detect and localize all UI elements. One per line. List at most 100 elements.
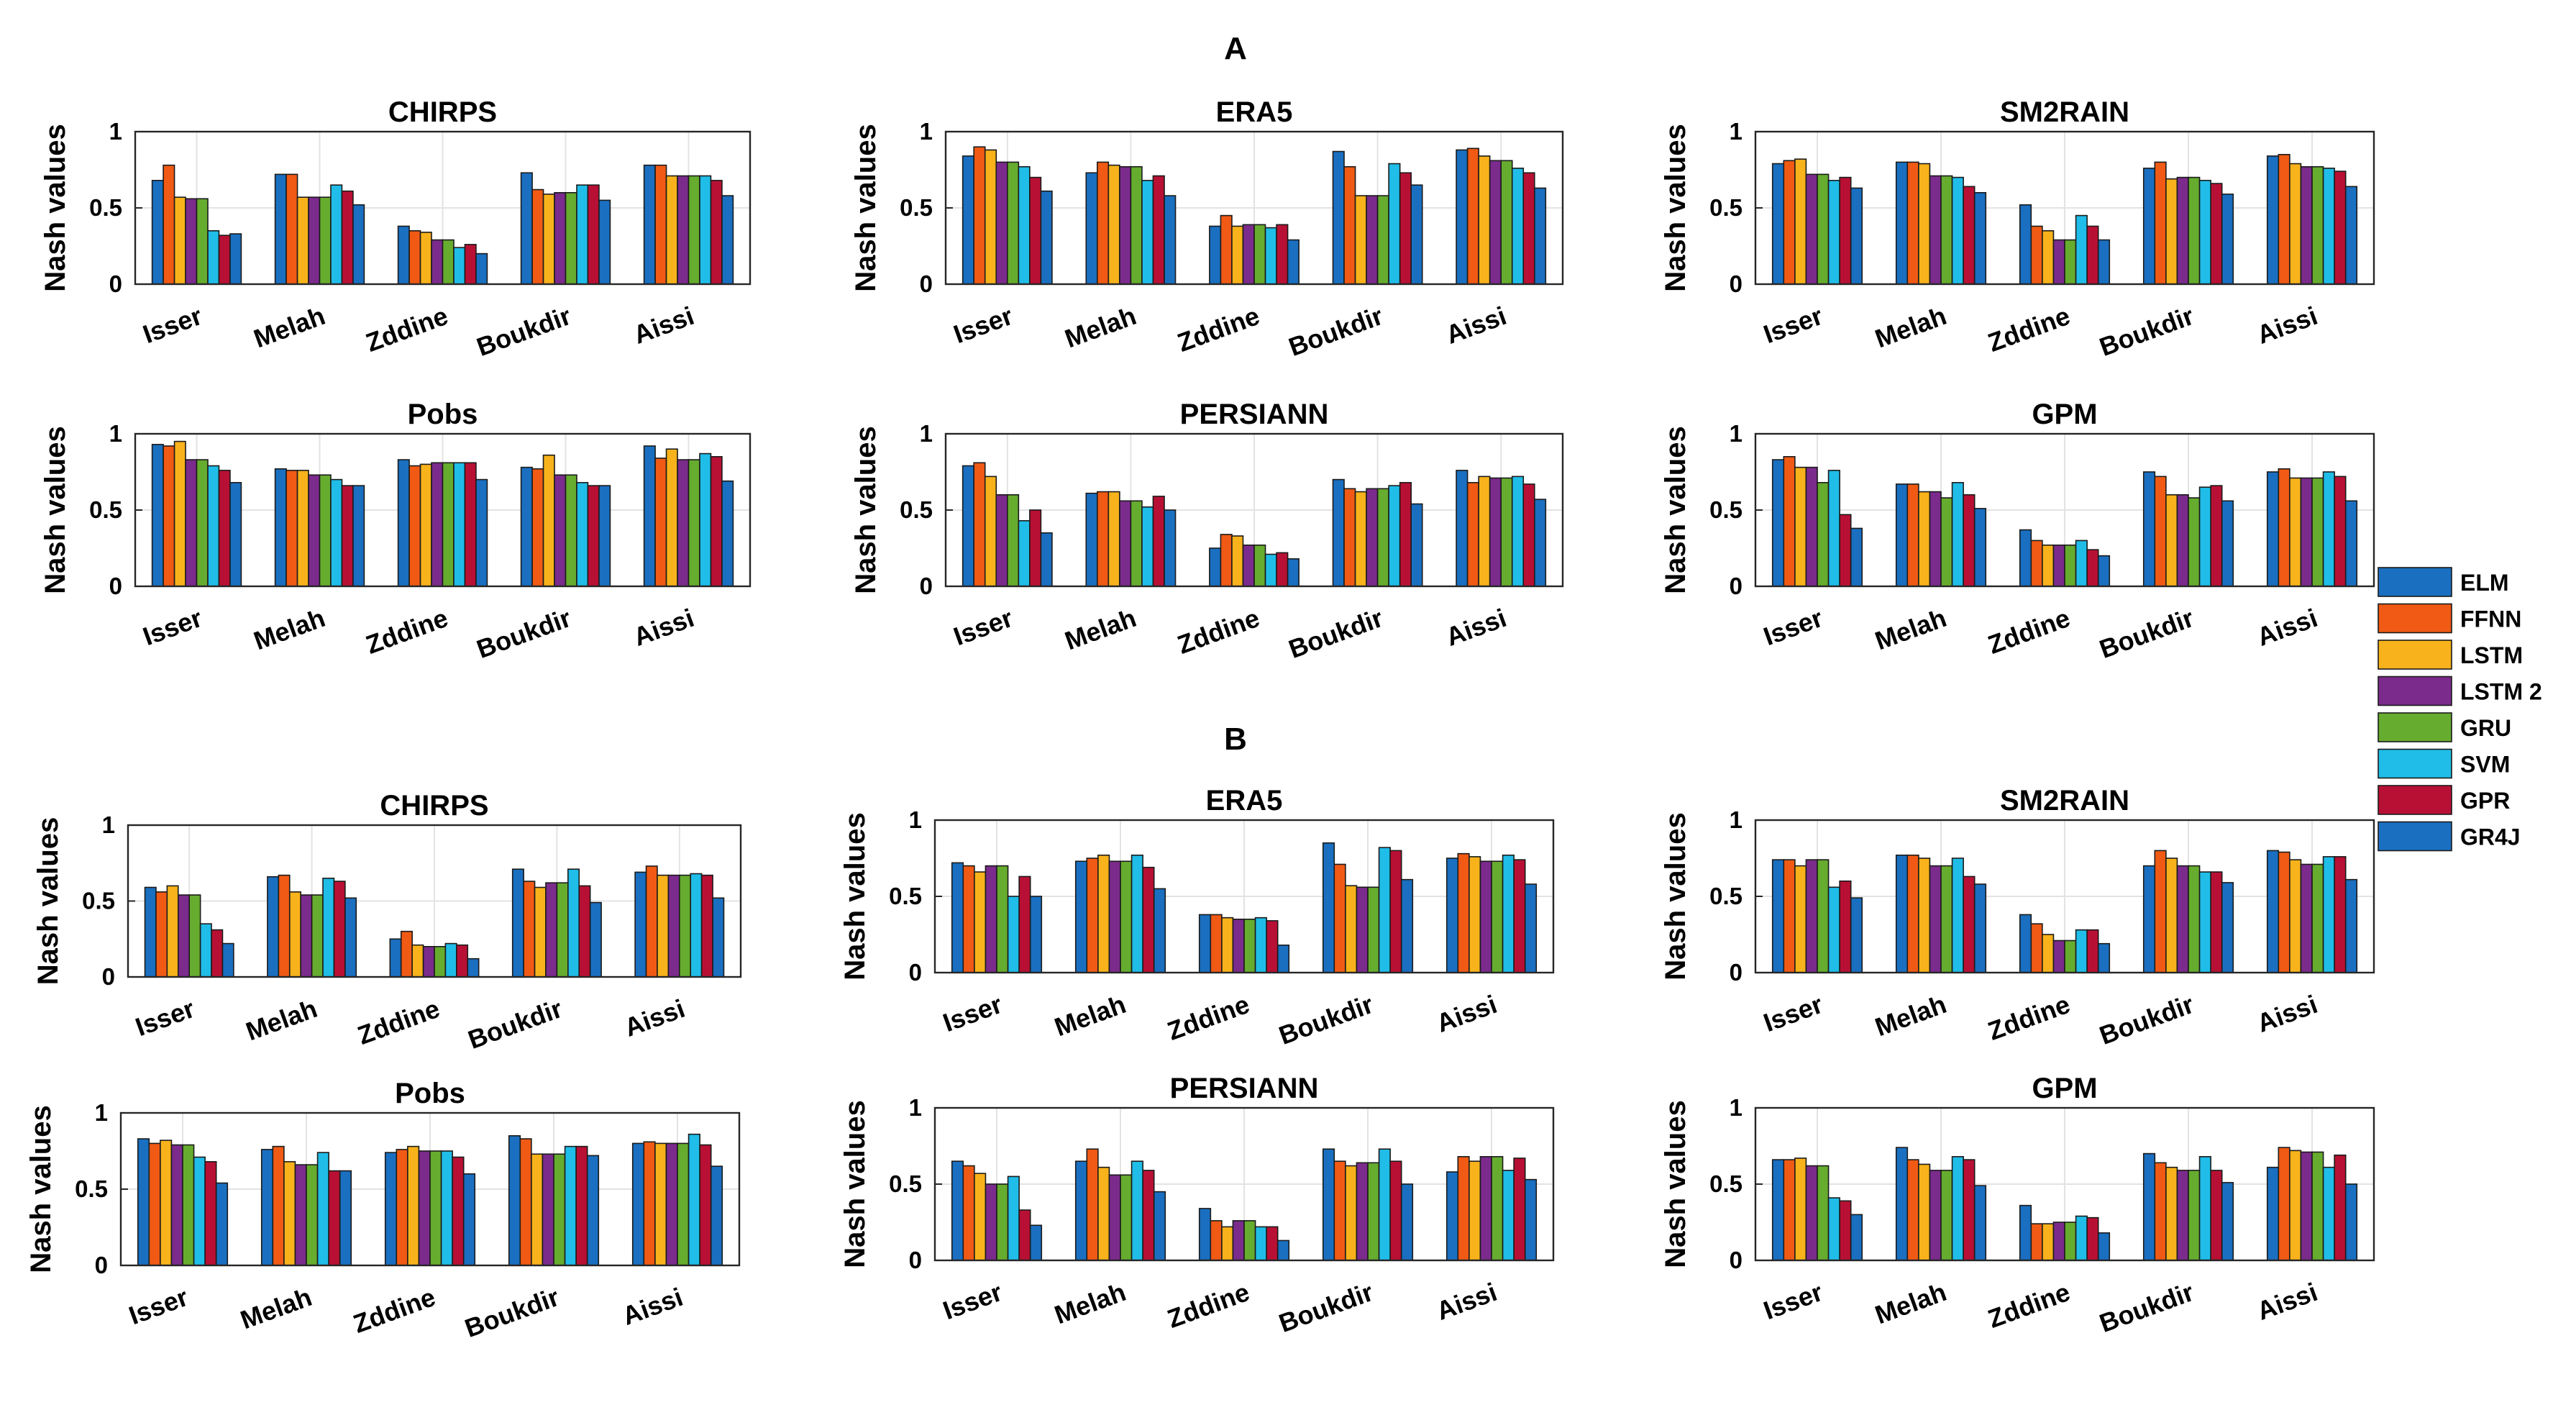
x-tick-label: Aissi bbox=[1433, 989, 1501, 1038]
bar-boukdir-svm bbox=[576, 184, 589, 285]
bar-melah-ffnn bbox=[1097, 491, 1110, 587]
bar-boukdir-lstm bbox=[2165, 494, 2178, 587]
y-axis-label: Nash values bbox=[839, 1100, 871, 1268]
bar-aissi-gpr bbox=[699, 1144, 712, 1266]
bar-aissi-elm bbox=[643, 164, 656, 285]
bar-isser-lstm2 bbox=[1805, 1165, 1818, 1261]
x-tick-label: Boukdir bbox=[472, 603, 575, 664]
x-tick-label: Boukdir bbox=[1285, 301, 1387, 362]
bar-isser-gr4j bbox=[1850, 897, 1863, 973]
bar-aissi-ffnn bbox=[1457, 1156, 1470, 1261]
bar-isser-gr4j bbox=[1850, 527, 1863, 587]
bar-aissi-lstm2 bbox=[667, 874, 680, 978]
bar-zddine-lstm bbox=[1231, 535, 1244, 587]
bar-melah-svm bbox=[1141, 506, 1154, 587]
y-tick-label: 0.5 bbox=[82, 888, 115, 914]
x-tick-label: Zddine bbox=[354, 993, 444, 1050]
bar-melah-gr4j bbox=[344, 897, 357, 978]
y-axis-label: Nash values bbox=[25, 1105, 57, 1273]
bar-zddine-gru bbox=[1253, 224, 1266, 285]
bar-melah-lstm2 bbox=[294, 1164, 307, 1266]
bar-aissi-gru bbox=[2311, 477, 2324, 587]
bar-melah-lstm bbox=[1918, 1163, 1931, 1261]
bar-melah-lstm2 bbox=[308, 474, 321, 587]
bar-zddine-ffnn bbox=[396, 1149, 408, 1266]
x-tick-label: Melah bbox=[250, 301, 329, 353]
bar-melah-gru bbox=[1940, 175, 1953, 285]
y-tick-label: 1 bbox=[1730, 118, 1743, 145]
chart-a-gpm: 0 0.5 1 Isser Melah Zddine Boukdir Aissi GPM Nash… bbox=[1660, 399, 2375, 664]
x-tick-label: Aissi bbox=[2253, 603, 2321, 652]
y-axis-label: Nash values bbox=[850, 426, 882, 593]
bar-zddine-gr4j bbox=[2097, 555, 2111, 587]
bar-isser-lstm bbox=[166, 885, 179, 978]
bar-isser-gr4j bbox=[1850, 187, 1863, 285]
bar-melah-gpr bbox=[1142, 1170, 1155, 1261]
bar-melah-lstm2 bbox=[1119, 165, 1132, 285]
bar-melah-svm bbox=[330, 184, 343, 285]
bar-melah-lstm2 bbox=[1929, 175, 1942, 285]
bar-zddine-gpr bbox=[1266, 1226, 1279, 1261]
bar-boukdir-lstm2 bbox=[2176, 176, 2189, 285]
bar-isser-gru bbox=[196, 459, 209, 587]
bar-zddine-svm bbox=[453, 247, 466, 285]
bar-melah-gru bbox=[1940, 865, 1953, 973]
bar-melah-svm bbox=[1951, 858, 1964, 973]
bar-isser-gru bbox=[996, 1183, 1009, 1261]
bar-zddine-gr4j bbox=[1276, 1240, 1290, 1261]
bar-melah-lstm2 bbox=[1108, 1174, 1121, 1261]
bar-aissi-gru bbox=[688, 459, 700, 587]
chart-a-pobs: 0 0.5 1 Isser Melah Zddine Boukdir Aissi Pobs Nas… bbox=[40, 399, 752, 664]
bar-aissi-gpr bbox=[2334, 476, 2347, 587]
bar-aissi-lstm bbox=[2289, 163, 2302, 285]
y-tick-label: 1 bbox=[1730, 420, 1743, 447]
bar-aissi-ffnn bbox=[645, 865, 658, 978]
section-label-b: B bbox=[1224, 722, 1247, 757]
x-tick-label: Zddine bbox=[1984, 301, 2074, 358]
bar-zddine-gpr bbox=[2086, 549, 2099, 587]
bar-boukdir-gpr bbox=[578, 885, 591, 978]
bar-boukdir-elm bbox=[520, 466, 533, 587]
bar-melah-lstm bbox=[1918, 858, 1931, 973]
bar-zddine-ffnn bbox=[400, 930, 413, 978]
bar-melah-ffnn bbox=[1086, 1148, 1099, 1261]
bar-melah-gpr bbox=[333, 881, 346, 978]
bar-aissi-elm bbox=[2266, 1166, 2280, 1261]
bar-boukdir-ffnn bbox=[1343, 488, 1356, 587]
bar-aissi-lstm bbox=[665, 448, 678, 587]
bar-aissi-lstm2 bbox=[1489, 477, 1502, 587]
bar-isser-lstm bbox=[173, 196, 186, 285]
y-tick-label: 0 bbox=[102, 963, 115, 990]
bar-melah-gr4j bbox=[1153, 1191, 1166, 1261]
bar-boukdir-lstm2 bbox=[545, 882, 558, 978]
x-tick-label: Isser bbox=[139, 603, 206, 651]
bar-isser-lstm bbox=[173, 440, 186, 587]
bar-aissi-lstm bbox=[1469, 856, 1481, 973]
bar-boukdir-lstm bbox=[2165, 1166, 2178, 1261]
bar-boukdir-elm bbox=[1332, 478, 1345, 587]
x-tick-label: Boukdir bbox=[464, 993, 566, 1055]
bar-boukdir-gr4j bbox=[589, 901, 602, 978]
x-tick-label: Isser bbox=[125, 1282, 192, 1330]
bar-melah-lstm2 bbox=[308, 196, 321, 285]
bar-zddine-gpr bbox=[1276, 224, 1289, 285]
bar-zddine-lstm bbox=[1221, 916, 1234, 973]
bar-melah-gr4j bbox=[1153, 888, 1166, 973]
bar-melah-gr4j bbox=[1164, 509, 1177, 587]
bar-boukdir-svm bbox=[576, 482, 589, 587]
bar-aissi-svm bbox=[699, 175, 712, 285]
bar-zddine-gpr bbox=[464, 244, 477, 285]
bar-boukdir-gr4j bbox=[1410, 503, 1423, 587]
x-tick-label: Isser bbox=[950, 301, 1017, 349]
bar-zddine-gpr bbox=[2086, 929, 2099, 973]
y-tick-label: 0 bbox=[1730, 573, 1743, 599]
bar-boukdir-gru bbox=[2188, 176, 2201, 285]
bar-melah-lstm bbox=[1107, 491, 1120, 587]
chart-a-sm2rain: 0 0.5 1 Isser Melah Zddine Boukdir Aissi SM2RAIN… bbox=[1660, 96, 2375, 362]
bar-isser-elm bbox=[144, 886, 157, 978]
bar-melah-gru bbox=[311, 894, 324, 978]
legend-label: FFNN bbox=[2460, 606, 2521, 632]
bar-boukdir-svm bbox=[2198, 871, 2211, 973]
bar-zddine-elm bbox=[389, 938, 402, 978]
bar-zddine-lstm bbox=[411, 944, 424, 978]
